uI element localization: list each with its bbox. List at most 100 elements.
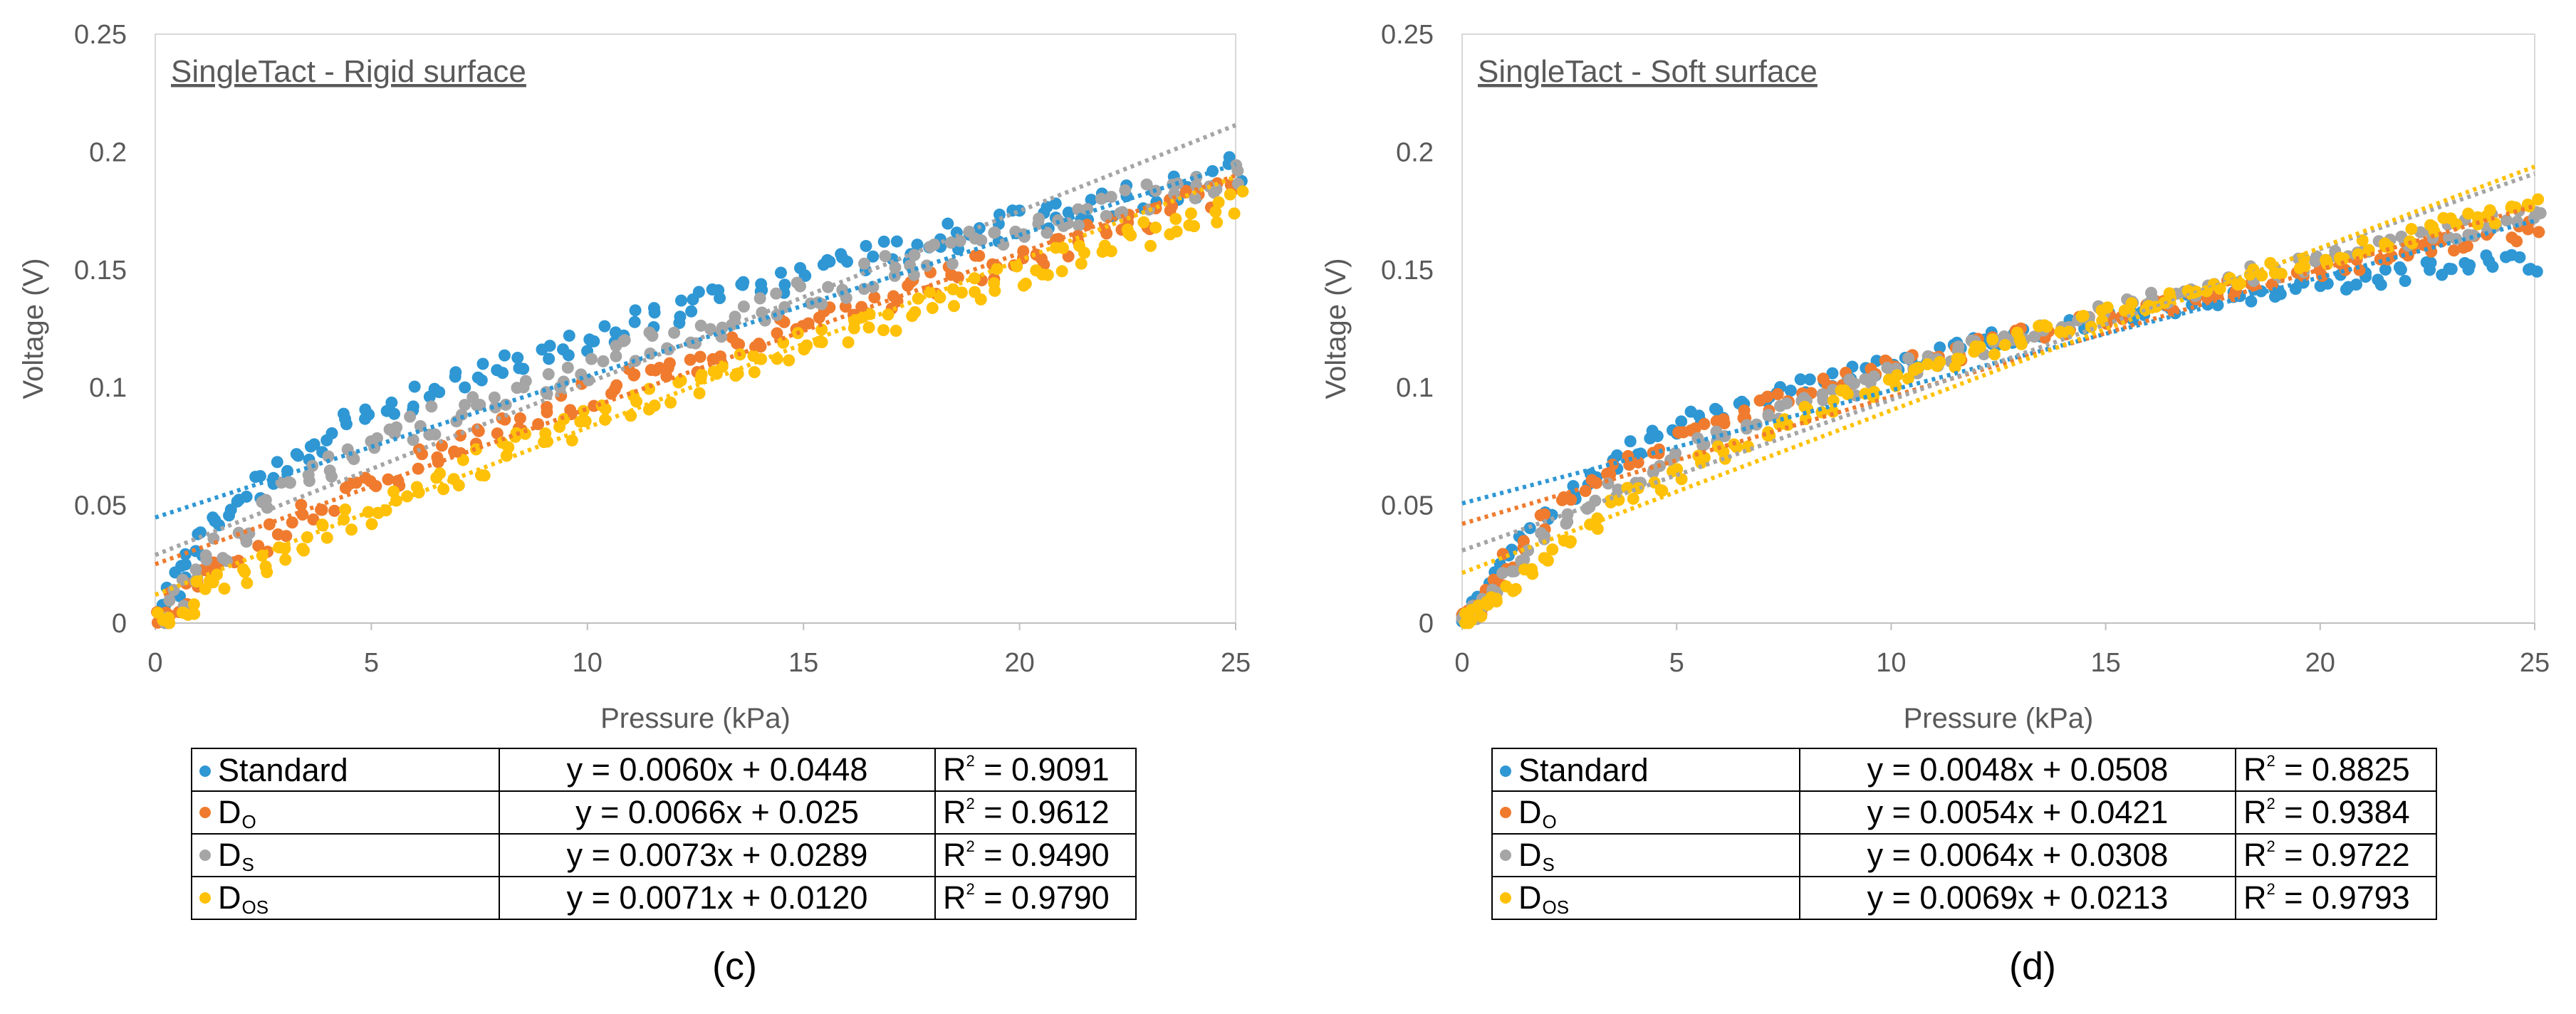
r-squared: R2 = 0.9490 <box>934 833 1137 877</box>
data-point <box>715 330 728 343</box>
data-point <box>241 577 254 590</box>
data-point <box>541 406 553 419</box>
x-tick-label: 20 <box>2305 648 2335 678</box>
data-point <box>1921 358 1934 371</box>
r-squared-label: R <box>2243 837 2267 873</box>
r-squared-label: R <box>2243 879 2267 916</box>
data-point <box>303 474 316 487</box>
data-point <box>1096 246 1109 258</box>
data-point <box>2443 231 2456 244</box>
data-point <box>625 409 637 422</box>
data-point <box>407 434 419 446</box>
y-axis-title: Voltage (V) <box>18 258 49 399</box>
data-point <box>704 323 717 335</box>
data-point <box>1847 377 1860 390</box>
data-point <box>1228 207 1241 220</box>
data-point <box>867 281 880 293</box>
figure-caption: (d) <box>2009 945 2056 988</box>
trendline <box>1461 172 2535 553</box>
data-point <box>1119 184 1132 197</box>
chart-title: SingleTact - Soft surface <box>1478 54 1818 89</box>
chart-panel-soft: 0 0.05 0.1 0.15 0.2 0.25 0 5 10 15 20 25 Pressure (k… <box>1288 0 2576 1014</box>
data-point <box>488 391 501 404</box>
data-point <box>597 355 610 367</box>
data-point <box>868 291 881 304</box>
data-point <box>1121 223 1134 236</box>
data-point <box>2101 301 2114 314</box>
data-point <box>947 300 960 313</box>
data-point <box>565 434 578 446</box>
data-point <box>839 300 852 313</box>
x-tick-label: 15 <box>788 648 818 678</box>
data-point <box>433 386 446 399</box>
r-squared-label: R <box>943 751 966 788</box>
data-point <box>2314 280 2327 293</box>
data-point <box>1487 573 1500 586</box>
data-point <box>1988 348 2001 361</box>
data-point <box>385 396 398 409</box>
data-point <box>1105 245 1117 258</box>
r-squared-label: R <box>2243 794 2267 830</box>
data-point <box>610 350 622 362</box>
x-tick-label: 10 <box>1876 648 1906 678</box>
data-point <box>404 410 417 423</box>
data-point <box>1908 363 1921 376</box>
data-point <box>1019 277 1032 290</box>
data-point <box>663 357 676 370</box>
data-point <box>1669 451 1681 464</box>
data-point <box>1518 553 1531 566</box>
data-point <box>561 361 574 374</box>
data-point <box>753 292 766 305</box>
data-point <box>408 380 421 393</box>
data-point <box>437 483 450 496</box>
data-point <box>2405 223 2418 236</box>
data-point <box>163 594 176 607</box>
data-point <box>339 412 352 425</box>
data-point <box>325 470 338 483</box>
data-point <box>1902 352 1915 365</box>
data-point <box>1149 221 1162 234</box>
data-point <box>2256 269 2268 282</box>
data-point <box>1073 219 1085 232</box>
data-point <box>2374 278 2387 291</box>
data-point <box>904 259 917 272</box>
data-point <box>1780 397 1793 410</box>
data-point <box>2399 275 2411 288</box>
data-point <box>942 217 954 230</box>
data-point <box>365 518 378 530</box>
data-point <box>478 469 491 482</box>
r-squared-value: = 0.9490 <box>974 837 1110 873</box>
data-point <box>236 563 249 575</box>
data-point <box>1565 493 1578 506</box>
r-squared: R2 = 0.8825 <box>2235 748 2437 792</box>
data-point <box>926 302 939 315</box>
data-point <box>1475 610 1488 623</box>
data-point <box>182 608 194 621</box>
data-point <box>882 308 895 321</box>
data-point <box>1049 197 1062 210</box>
data-point <box>1564 536 1577 549</box>
data-point <box>271 456 283 469</box>
x-tick-label: 25 <box>1221 648 1251 678</box>
r-squared-value: = 0.8825 <box>2275 751 2410 788</box>
data-point <box>423 428 436 441</box>
legend-marker <box>1500 892 1511 904</box>
data-point <box>860 239 872 252</box>
data-point <box>648 306 661 319</box>
data-point <box>308 438 320 451</box>
data-point <box>1485 591 1498 604</box>
r-squared: R2 = 0.9790 <box>934 876 1137 920</box>
r-squared-superscript: 2 <box>2266 880 2275 898</box>
trendline-equation: y = 0.0048x + 0.0508 <box>1799 748 2236 792</box>
scatter-plot-rigid: 0 0.05 0.1 0.15 0.2 0.25 0 5 10 15 20 25 Pressure (k… <box>18 20 1251 734</box>
data-point <box>1100 209 1112 222</box>
data-point <box>1803 373 1816 386</box>
data-point <box>1030 264 1043 277</box>
data-point <box>877 235 890 248</box>
data-point <box>1496 567 1509 580</box>
series-name-cell: DOS <box>191 876 500 920</box>
data-point <box>1231 164 1244 177</box>
data-point <box>435 439 448 452</box>
data-point <box>339 503 352 516</box>
x-axis-title: Pressure (kPa) <box>1904 703 2094 734</box>
